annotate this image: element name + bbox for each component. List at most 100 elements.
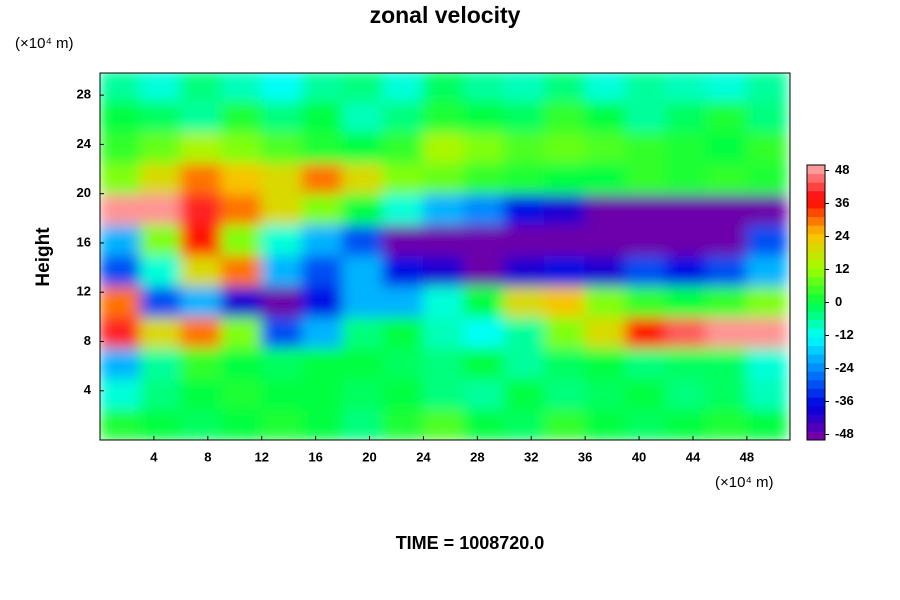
- cell: [746, 193, 788, 225]
- cell: [544, 73, 586, 102]
- cell: [100, 131, 141, 164]
- cell: [220, 162, 263, 195]
- cell: [139, 254, 182, 287]
- cell: [665, 254, 707, 287]
- colorbar-swatch: [807, 190, 825, 200]
- y-tick-label: 20: [77, 185, 91, 200]
- cell: [705, 408, 748, 440]
- cell: [139, 408, 182, 440]
- cell: [544, 131, 586, 164]
- cell: [139, 316, 182, 349]
- colorbar-swatch: [807, 397, 825, 407]
- cell: [503, 408, 546, 440]
- cell: [342, 377, 384, 410]
- cell: [503, 347, 546, 379]
- colorbar-swatch: [807, 336, 825, 346]
- cell: [705, 377, 748, 410]
- cell: [180, 131, 222, 164]
- cell: [261, 408, 303, 440]
- cell: [422, 162, 465, 195]
- cell: [100, 223, 141, 256]
- cell: [463, 162, 505, 195]
- cell: [463, 316, 505, 349]
- cell: [100, 193, 141, 225]
- cell: [180, 73, 222, 102]
- cell: [301, 131, 344, 164]
- y-tick-label: 16: [77, 234, 91, 249]
- cell: [746, 100, 788, 133]
- colorbar-swatch: [807, 233, 825, 243]
- cell: [625, 73, 667, 102]
- cell: [503, 316, 546, 349]
- cell: [705, 347, 748, 379]
- cell: [261, 131, 303, 164]
- cell: [261, 193, 303, 225]
- cell: [665, 193, 707, 225]
- cell: [422, 285, 465, 318]
- cell: [584, 377, 627, 410]
- cell: [463, 193, 505, 225]
- cell: [463, 100, 505, 133]
- cell: [746, 347, 788, 379]
- cell: [544, 408, 586, 440]
- cell: [139, 100, 182, 133]
- cell: [746, 377, 788, 410]
- cell: [625, 254, 667, 287]
- cell: [463, 377, 505, 410]
- cell: [301, 254, 344, 287]
- cell: [301, 73, 344, 102]
- cell: [180, 100, 222, 133]
- colorbar-swatch: [807, 311, 825, 321]
- cell: [544, 193, 586, 225]
- y-axis-label: Height: [33, 227, 54, 287]
- cell: [139, 377, 182, 410]
- cell: [100, 162, 141, 195]
- colorbar-swatch: [807, 362, 825, 372]
- colorbar-tick-label: 36: [835, 195, 849, 210]
- cell: [261, 347, 303, 379]
- colorbar-swatch: [807, 328, 825, 338]
- colorbar-tick-label: -48: [835, 426, 854, 441]
- colorbar-swatch: [807, 225, 825, 235]
- cell: [261, 162, 303, 195]
- cell: [261, 73, 303, 102]
- cell: [342, 162, 384, 195]
- cell: [705, 193, 748, 225]
- cell: [665, 347, 707, 379]
- x-tick-label: 32: [524, 449, 538, 464]
- cell: [503, 193, 546, 225]
- cell: [301, 316, 344, 349]
- cell: [584, 193, 627, 225]
- colorbar-swatch: [807, 388, 825, 398]
- cell: [665, 408, 707, 440]
- cell: [625, 316, 667, 349]
- cell: [746, 162, 788, 195]
- colorbar-swatch: [807, 431, 825, 441]
- plot-frame: [99, 72, 791, 441]
- cell: [261, 223, 303, 256]
- colorbar-tick-label: -36: [835, 393, 854, 408]
- cell: [584, 347, 627, 379]
- cell: [100, 316, 141, 349]
- cell: [665, 223, 707, 256]
- cell: [625, 285, 667, 318]
- cell: [382, 223, 424, 256]
- cell: [705, 162, 748, 195]
- cell: [746, 131, 788, 164]
- cell: [503, 162, 546, 195]
- colorbar-swatch: [807, 293, 825, 303]
- cell: [665, 316, 707, 349]
- cell: [382, 73, 424, 102]
- cell: [705, 73, 748, 102]
- cell: [746, 408, 788, 440]
- y-tick-label: 24: [77, 136, 92, 151]
- x-tick-label: 24: [416, 449, 431, 464]
- cell: [382, 285, 424, 318]
- cell: [544, 316, 586, 349]
- colorbar-swatch: [807, 216, 825, 226]
- cell: [180, 254, 222, 287]
- cell: [180, 316, 222, 349]
- cell: [342, 131, 384, 164]
- x-tick-label: 44: [686, 449, 701, 464]
- cell: [503, 377, 546, 410]
